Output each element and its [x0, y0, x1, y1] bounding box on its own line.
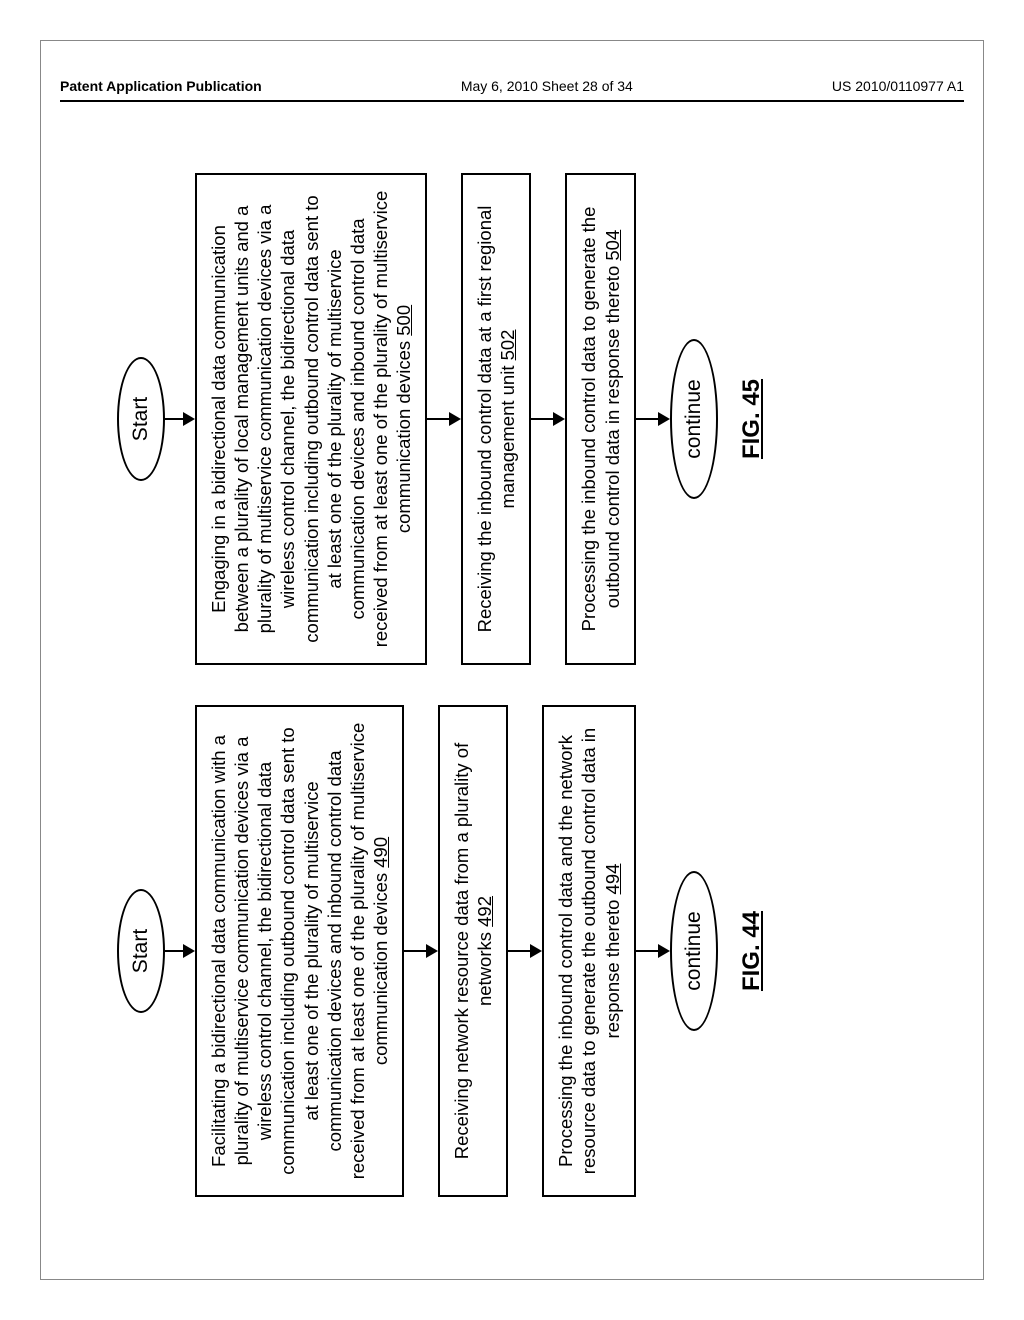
ref-num: 492	[474, 896, 495, 927]
process-box-502: Receiving the inbound control data at a …	[461, 173, 531, 665]
header-center: May 6, 2010 Sheet 28 of 34	[461, 78, 633, 94]
arrow-line	[427, 418, 449, 420]
header-right: US 2010/0110977 A1	[832, 78, 964, 94]
arrow-line	[508, 950, 530, 952]
arrow-head-icon	[658, 412, 670, 426]
ref-num: 504	[602, 230, 623, 261]
ref-num: 500	[393, 305, 414, 336]
ref-num: 490	[370, 837, 391, 868]
continue-terminal: continue	[670, 871, 718, 1030]
arrow-line	[531, 418, 553, 420]
figure-label: FIG. 45	[738, 379, 766, 459]
ref-num: 494	[602, 864, 623, 895]
arrow-line	[636, 418, 658, 420]
process-text: Processing the inbound control data and …	[555, 728, 622, 1174]
figures-row: Start Facilitating a bidirectional data …	[117, 173, 857, 1197]
process-text: Engaging in a bidirectional data communi…	[208, 191, 414, 648]
arrow-head-icon	[449, 412, 461, 426]
header-rule	[60, 100, 964, 102]
ref-num: 502	[497, 330, 518, 361]
start-terminal: Start	[117, 889, 165, 1013]
process-box-490: Facilitating a bidirectional data commun…	[195, 705, 404, 1197]
arrow-head-icon	[530, 944, 542, 958]
arrow-head-icon	[553, 412, 565, 426]
process-box-500: Engaging in a bidirectional data communi…	[195, 173, 427, 665]
flowchart-fig44: Start Facilitating a bidirectional data …	[117, 705, 857, 1197]
header-left: Patent Application Publication	[60, 78, 262, 94]
arrow-line	[165, 950, 183, 952]
start-terminal: Start	[117, 357, 165, 481]
process-box-494: Processing the inbound control data and …	[542, 705, 635, 1197]
process-box-504: Processing the inbound control data to g…	[565, 173, 635, 665]
arrow-head-icon	[658, 944, 670, 958]
arrow-line	[165, 418, 183, 420]
content-rotated: Start Facilitating a bidirectional data …	[0, 293, 1024, 1077]
continue-terminal: continue	[670, 339, 718, 498]
process-text: Receiving network resource data from a p…	[451, 743, 495, 1159]
page-header: Patent Application Publication May 6, 20…	[60, 78, 964, 94]
arrow-line	[404, 950, 426, 952]
process-text: Facilitating a bidirectional data commun…	[208, 723, 391, 1180]
arrow-head-icon	[426, 944, 438, 958]
arrow-head-icon	[183, 412, 195, 426]
flowchart-fig45: Start Engaging in a bidirectional data c…	[117, 173, 857, 665]
figure-label: FIG. 44	[738, 911, 766, 991]
arrow-head-icon	[183, 944, 195, 958]
process-box-492: Receiving network resource data from a p…	[438, 705, 508, 1197]
arrow-line	[636, 950, 658, 952]
process-text: Processing the inbound control data to g…	[578, 207, 622, 632]
process-text: Receiving the inbound control data at a …	[474, 206, 518, 633]
